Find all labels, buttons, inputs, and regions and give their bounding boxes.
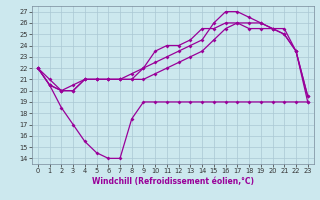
X-axis label: Windchill (Refroidissement éolien,°C): Windchill (Refroidissement éolien,°C) [92,177,254,186]
